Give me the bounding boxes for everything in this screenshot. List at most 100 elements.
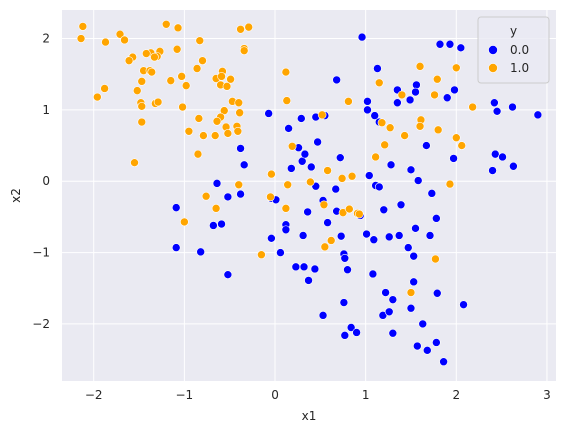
data-point — [345, 204, 354, 214]
legend-items: 0.01.0 — [488, 43, 529, 75]
data-point — [427, 189, 437, 198]
data-point — [199, 131, 208, 140]
data-point — [456, 43, 466, 53]
tick-labels: −2 −1 0 1 2 3 −2 −1 0 1 2 — [32, 32, 550, 402]
data-point — [222, 82, 232, 91]
data-point — [267, 169, 276, 179]
data-point — [406, 303, 416, 313]
data-point — [223, 270, 233, 279]
data-point — [432, 74, 442, 84]
data-point — [267, 234, 276, 243]
data-point — [413, 341, 422, 351]
data-point — [445, 179, 455, 189]
data-point — [374, 78, 384, 88]
y-tick-label: 1 — [42, 103, 50, 117]
data-point — [431, 254, 440, 264]
data-point — [171, 203, 181, 212]
y-tick-label: −2 — [32, 317, 50, 331]
x-tick-label: −1 — [176, 388, 194, 402]
data-point — [422, 141, 431, 150]
data-point — [76, 34, 86, 43]
data-point — [150, 52, 159, 62]
data-point — [287, 164, 296, 173]
data-point — [386, 160, 396, 170]
data-point — [284, 124, 293, 133]
data-point — [233, 126, 243, 136]
data-point — [166, 76, 176, 85]
data-point — [296, 114, 306, 123]
data-point — [281, 67, 291, 77]
data-point — [409, 251, 418, 261]
data-point — [173, 23, 183, 33]
data-point — [369, 235, 379, 245]
data-point — [223, 192, 233, 202]
data-point — [490, 149, 500, 159]
data-point — [412, 80, 421, 90]
data-point — [450, 85, 459, 95]
data-point — [432, 338, 441, 347]
data-point — [299, 262, 309, 272]
data-point — [306, 162, 316, 172]
data-point — [433, 125, 443, 135]
data-point — [306, 177, 315, 187]
y-tick-label: −1 — [32, 246, 50, 260]
legend-label: 1.0 — [510, 61, 529, 75]
data-point — [137, 117, 147, 127]
data-point — [533, 110, 543, 120]
data-point — [198, 56, 207, 65]
data-point — [459, 300, 468, 309]
data-point — [223, 129, 233, 138]
legend-label: 0.0 — [510, 43, 529, 57]
data-point — [226, 74, 235, 84]
data-point — [344, 97, 353, 106]
data-point — [181, 81, 191, 90]
data-point — [287, 141, 297, 151]
x-tick-label: 2 — [452, 388, 460, 402]
data-point — [276, 248, 285, 257]
data-point — [177, 72, 186, 81]
data-point — [363, 105, 372, 115]
data-point — [340, 331, 350, 340]
x-tick-label: 0 — [271, 388, 279, 402]
data-point — [210, 131, 220, 140]
data-point — [281, 204, 291, 213]
data-point — [336, 231, 346, 241]
x-tick-label: −2 — [85, 388, 103, 402]
data-point — [331, 184, 341, 194]
data-point — [234, 180, 244, 190]
data-point — [132, 86, 142, 95]
data-point — [184, 126, 194, 136]
data-point — [291, 262, 301, 272]
data-point — [343, 265, 352, 275]
data-point — [303, 207, 312, 217]
data-point — [101, 37, 110, 47]
data-point — [78, 22, 88, 31]
data-point — [235, 108, 244, 118]
data-point — [283, 180, 292, 190]
data-point — [373, 64, 382, 73]
data-point — [318, 311, 328, 320]
y-tick-label: 2 — [42, 32, 50, 46]
data-point — [379, 205, 389, 215]
data-point — [355, 209, 364, 219]
data-point — [509, 161, 518, 171]
data-point — [397, 90, 407, 100]
x-tick-label: 1 — [362, 388, 370, 402]
data-point — [115, 29, 125, 39]
data-point — [371, 152, 380, 162]
data-point — [172, 44, 182, 54]
data-point — [405, 95, 415, 105]
data-point — [178, 102, 187, 112]
data-point — [195, 36, 205, 45]
data-point — [217, 72, 226, 81]
data-point — [194, 114, 204, 123]
y-tick-label: 0 — [42, 174, 50, 188]
data-point — [498, 152, 507, 162]
data-point — [180, 217, 189, 227]
data-point — [313, 137, 322, 147]
data-point — [297, 156, 307, 166]
data-point — [411, 224, 420, 233]
data-point — [212, 117, 222, 126]
data-point — [137, 102, 147, 111]
